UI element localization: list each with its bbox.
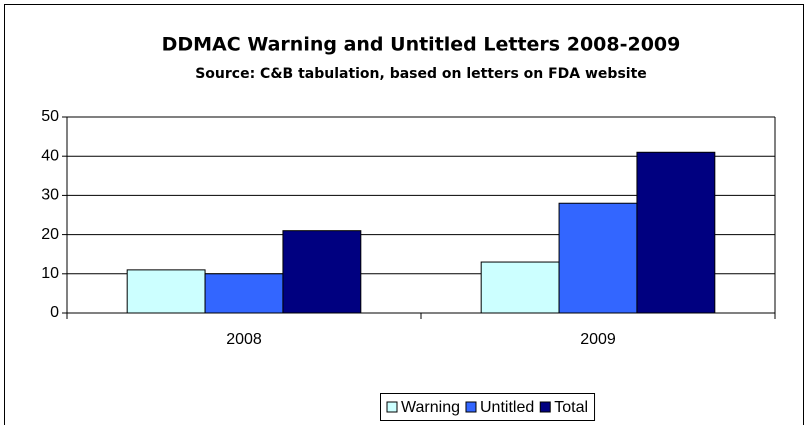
chart-title: DDMAC Warning and Untitled Letters 2008-… (162, 34, 681, 56)
bar (636, 151, 716, 314)
y-tick-label: 10 (41, 265, 59, 282)
legend-swatch (465, 401, 477, 413)
y-tick-label: 20 (41, 226, 59, 243)
legend-label: Untitled (480, 399, 534, 416)
y-tick-label: 50 (41, 108, 59, 125)
y-tick-label: 0 (50, 304, 59, 321)
legend-label: Total (554, 399, 588, 416)
y-tick-label: 30 (41, 187, 59, 204)
bar (282, 230, 362, 314)
y-tick-label: 40 (41, 147, 59, 164)
bar (558, 202, 638, 314)
x-tick-label: 2008 (226, 331, 262, 348)
bar (480, 261, 560, 314)
legend-label: Warning (401, 399, 460, 416)
legend (380, 393, 596, 421)
chart-subtitle: Source: C&B tabulation, based on letters… (195, 66, 647, 82)
bar (126, 269, 206, 314)
legend-swatch (539, 401, 551, 413)
legend-swatch (386, 401, 398, 413)
bar (204, 273, 284, 314)
x-tick-label: 2009 (580, 331, 616, 348)
